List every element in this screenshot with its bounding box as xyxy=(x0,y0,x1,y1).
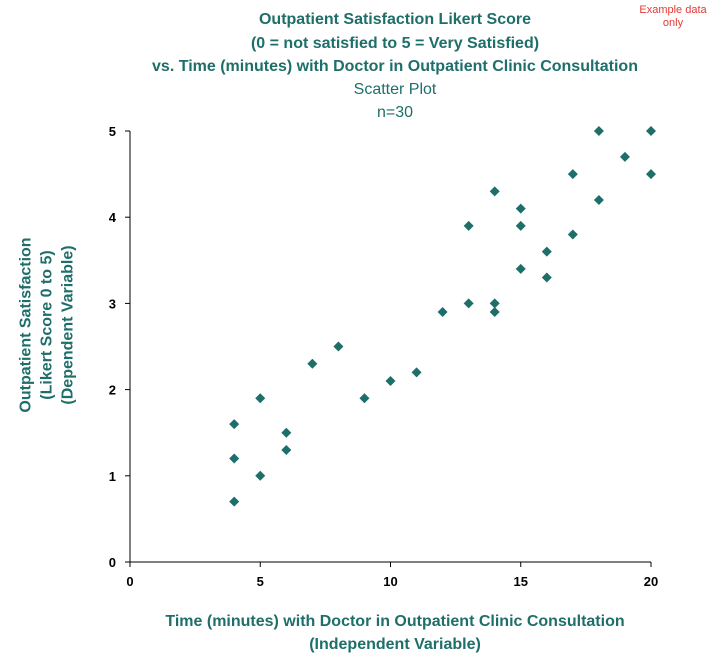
x-tick-label: 20 xyxy=(644,574,658,589)
data-point xyxy=(646,169,656,180)
data-point xyxy=(619,151,630,162)
x-axis-label-line-1: Time (minutes) with Doctor in Outpatient… xyxy=(165,613,625,630)
data-point xyxy=(489,186,500,197)
data-point xyxy=(515,203,526,214)
data-point xyxy=(307,358,318,369)
x-tick-label: 5 xyxy=(257,574,264,589)
data-point xyxy=(567,169,578,180)
data-point xyxy=(229,419,240,430)
data-point xyxy=(229,496,240,507)
data-point xyxy=(541,272,552,283)
data-point xyxy=(229,453,240,464)
data-point xyxy=(437,307,448,318)
data-point xyxy=(411,367,422,378)
chart-subtitle-line-2: n=30 xyxy=(376,104,414,121)
data-point xyxy=(359,393,370,404)
data-point xyxy=(567,229,578,240)
data-point xyxy=(541,246,552,257)
x-tick-label: 0 xyxy=(126,574,133,589)
x-tick-label: 15 xyxy=(514,574,528,589)
data-point xyxy=(385,375,396,386)
x-tick-label: 10 xyxy=(383,574,397,589)
data-point xyxy=(255,470,266,481)
data-point xyxy=(646,126,656,136)
example-data-note-line-2: only xyxy=(662,17,684,29)
example-data-note-line-1: Example data xyxy=(639,4,707,16)
data-point xyxy=(489,307,500,318)
data-point xyxy=(333,341,344,352)
data-point xyxy=(281,444,292,455)
y-tick-label: 5 xyxy=(109,124,116,139)
y-tick-label: 1 xyxy=(109,469,116,484)
data-point xyxy=(255,393,266,404)
data-point xyxy=(463,220,474,231)
data-point xyxy=(515,263,526,274)
data-point xyxy=(593,126,604,136)
chart-title-line-3: vs. Time (minutes) with Doctor in Outpat… xyxy=(152,58,638,75)
data-point xyxy=(489,298,500,309)
data-point xyxy=(281,427,292,438)
y-tick-label: 2 xyxy=(109,383,116,398)
chart-title-line-2: (0 = not satisfied to 5 = Very Satisfied… xyxy=(250,35,540,52)
chart-subtitle-line-1: Scatter Plot xyxy=(353,81,437,98)
x-axis-label-line-2: (Independent Variable) xyxy=(309,636,481,653)
y-tick-label: 0 xyxy=(109,555,116,570)
chart-title-line-1: Outpatient Satisfaction Likert Score xyxy=(258,11,532,28)
y-tick-label: 3 xyxy=(109,296,116,311)
y-tick-label: 4 xyxy=(109,210,117,225)
data-point xyxy=(515,220,526,231)
data-point xyxy=(593,194,604,205)
data-point xyxy=(463,298,474,309)
example-data-note: Example data only xyxy=(628,4,718,30)
